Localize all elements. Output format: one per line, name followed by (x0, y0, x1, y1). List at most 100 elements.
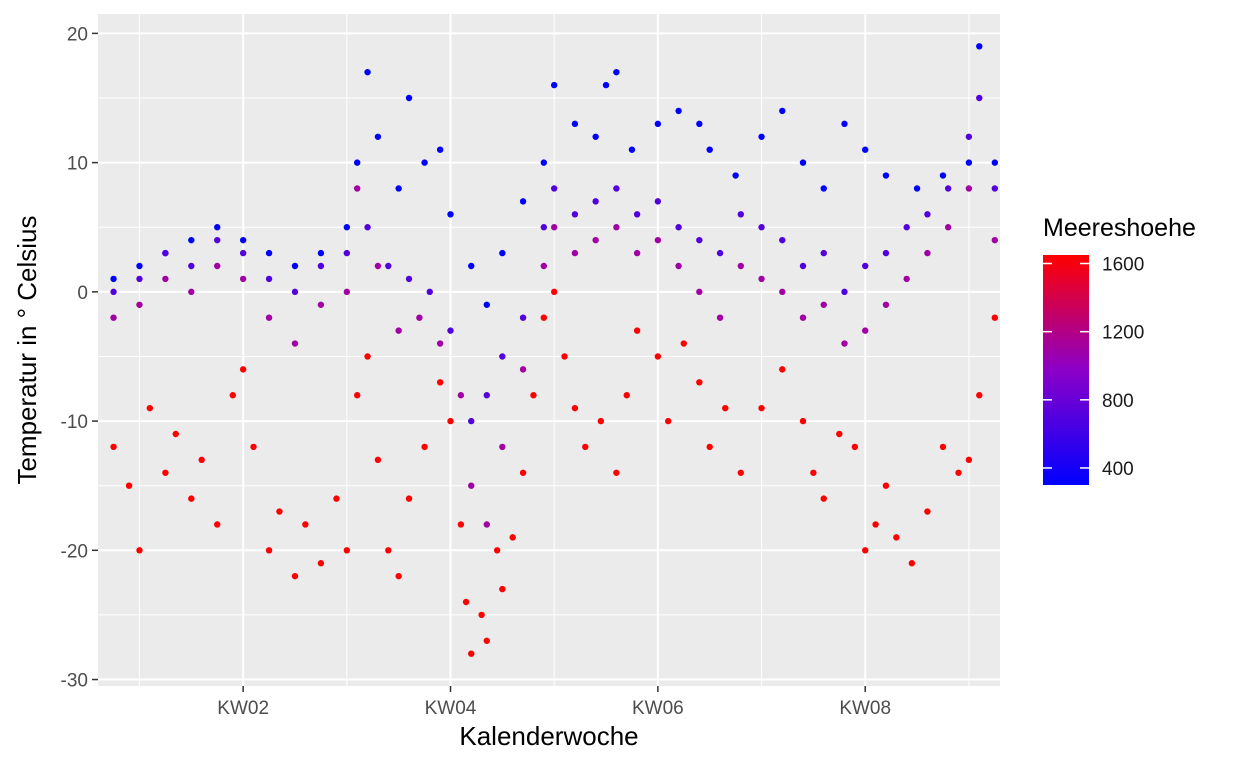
data-point (882, 301, 890, 308)
data-point (447, 327, 454, 334)
data-point (820, 185, 827, 192)
legend-tick-label: 800 (1102, 391, 1134, 412)
data-point (436, 379, 444, 386)
data-point (965, 159, 973, 166)
data-point (799, 262, 807, 270)
data-point (820, 495, 827, 502)
data-point (613, 224, 620, 231)
data-point (146, 404, 154, 412)
data-point (188, 495, 195, 502)
data-point (110, 314, 117, 321)
data-point (737, 211, 745, 218)
data-point (903, 224, 910, 231)
data-points (110, 43, 999, 657)
data-point (265, 275, 273, 283)
data-point (862, 327, 869, 334)
data-point (385, 547, 392, 554)
data-point (540, 224, 548, 231)
data-point (214, 262, 221, 270)
data-point (862, 547, 869, 554)
data-point (779, 107, 786, 115)
data-point (913, 185, 921, 192)
data-point (483, 301, 490, 308)
data-point (395, 572, 402, 580)
data-point (654, 120, 662, 128)
data-point (125, 482, 133, 489)
data-point (799, 314, 807, 321)
y-tick-label: -10 (61, 412, 88, 433)
data-point (550, 185, 558, 192)
data-point (613, 469, 620, 476)
data-point (198, 456, 205, 464)
data-point (447, 417, 454, 425)
data-point (317, 560, 325, 567)
data-point (716, 314, 724, 321)
data-point (976, 392, 983, 399)
data-point (820, 249, 827, 257)
data-point (214, 224, 221, 231)
y-tick-label: -30 (61, 671, 88, 692)
data-point (188, 236, 195, 244)
data-point (162, 275, 169, 283)
data-point (799, 417, 807, 425)
data-point (405, 495, 413, 502)
data-point (519, 314, 527, 321)
data-point (188, 262, 195, 270)
data-point (602, 81, 610, 89)
data-point (426, 288, 433, 296)
data-point (592, 133, 599, 140)
data-point (680, 340, 687, 347)
data-point (893, 534, 900, 541)
data-point (862, 262, 869, 270)
data-point (654, 353, 662, 360)
data-point (665, 417, 672, 425)
data-point (722, 404, 729, 412)
data-point (136, 275, 143, 283)
data-point (882, 249, 890, 257)
data-point (291, 572, 299, 580)
data-point (229, 392, 236, 399)
data-point (317, 262, 325, 270)
data-point (851, 443, 859, 451)
data-point (799, 159, 807, 166)
data-point (571, 249, 579, 257)
legend-colorbar (1043, 255, 1089, 485)
data-point (908, 560, 916, 567)
data-point (188, 288, 195, 296)
data-point (265, 314, 273, 321)
data-point (779, 288, 786, 296)
legend-ticks: 1600 1200 800 400 (1043, 255, 1144, 480)
data-point (421, 159, 428, 166)
data-point (841, 340, 848, 347)
data-point (136, 301, 143, 308)
data-point (483, 637, 490, 644)
data-point (810, 469, 817, 476)
data-point (582, 443, 589, 451)
data-point (317, 249, 325, 257)
data-point (550, 224, 558, 231)
data-point (696, 288, 703, 296)
x-tick-label: KW02 (217, 698, 269, 719)
data-point (239, 275, 247, 283)
data-point (499, 249, 506, 257)
data-point (571, 120, 579, 128)
data-point (110, 275, 117, 283)
data-point (172, 430, 179, 438)
data-point (924, 211, 931, 218)
data-point (405, 94, 413, 102)
data-point (265, 547, 273, 554)
data-point (633, 249, 641, 257)
data-point (457, 392, 465, 399)
data-point (353, 392, 361, 399)
data-point (136, 262, 143, 270)
x-axis: KW02 KW04 KW06 KW08 (217, 686, 891, 719)
data-point (696, 120, 703, 128)
x-tick-label: KW04 (425, 698, 477, 719)
data-point (343, 249, 351, 257)
data-point (633, 211, 641, 218)
y-tick-label: 20 (67, 24, 88, 45)
data-point (436, 146, 444, 153)
data-point (696, 236, 703, 244)
data-point (841, 288, 848, 296)
